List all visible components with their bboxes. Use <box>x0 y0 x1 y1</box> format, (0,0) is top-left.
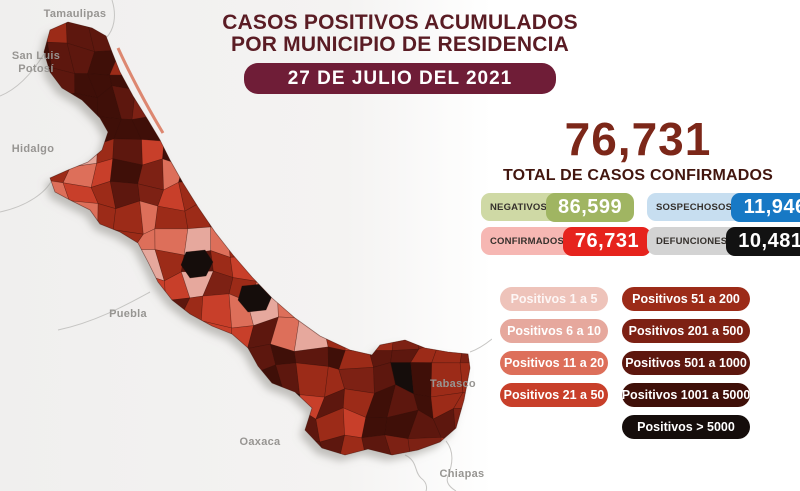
state-label-chiapas: Chiapas <box>440 468 485 480</box>
state-label-oaxaca: Oaxaca <box>240 436 282 448</box>
legend-item-1-5: Positivos 1 a 5 <box>500 287 608 311</box>
page-title: CASOS POSITIVOS ACUMULADOS POR MUNICIPIO… <box>220 11 580 57</box>
map-legend: Positivos 1 a 5 Positivos 6 a 10 Positiv… <box>500 287 750 439</box>
legend-column-right: Positivos 51 a 200 Positivos 201 a 500 P… <box>622 287 750 439</box>
badge-defunciones-label: DEFUNCIONES <box>656 235 728 247</box>
header: CASOS POSITIVOS ACUMULADOS POR MUNICIPIO… <box>220 11 580 95</box>
stat-badges: NEGATIVOS 86,599 SOSPECHOSOS 11,946 CONF… <box>481 192 800 256</box>
state-label-puebla: Puebla <box>109 308 147 320</box>
legend-item-11-20: Positivos 11 a 20 <box>500 351 608 375</box>
legend-item-21-50: Positivos 21 a 50 <box>500 383 608 407</box>
legend-column-left: Positivos 1 a 5 Positivos 6 a 10 Positiv… <box>500 287 608 407</box>
coastal-lagoon-strip <box>116 47 165 134</box>
badge-defunciones: DEFUNCIONES 10,481 <box>647 226 800 256</box>
legend-item-6-10: Positivos 6 a 10 <box>500 319 608 343</box>
badge-sospechosos-label: SOSPECHOSOS <box>656 201 733 213</box>
state-label-san-luis: San Luis <box>12 50 60 62</box>
legend-item-501-1000: Positivos 501 a 1000 <box>622 351 750 375</box>
title-line-2: POR MUNICIPIO DE RESIDENCIA <box>231 33 569 57</box>
total-cases-label: TOTAL DE CASOS CONFIRMADOS <box>502 167 774 184</box>
legend-item-gt-5000: Positivos > 5000 <box>622 415 750 439</box>
state-outline <box>43 21 471 456</box>
badge-confirmados: CONFIRMADOS 76,731 <box>481 226 651 256</box>
state-label-tabasco: Tabasco <box>430 378 476 390</box>
title-line-1: CASOS POSITIVOS ACUMULADOS <box>222 11 578 34</box>
legend-item-1001-5000: Positivos 1001 a 5000 <box>622 383 750 407</box>
summary: 76,731 TOTAL DE CASOS CONFIRMADOS <box>480 116 796 185</box>
legend-item-201-500: Positivos 201 a 500 <box>622 319 750 343</box>
badge-confirmados-label: CONFIRMADOS <box>490 235 564 247</box>
badge-sospechosos: SOSPECHOSOS 11,946 <box>647 192 800 222</box>
state-label-potosi: Potosí <box>18 63 54 75</box>
legend-item-51-200: Positivos 51 a 200 <box>622 287 750 311</box>
state-label-tamaulipas: Tamaulipas <box>44 8 107 20</box>
badge-sospechosos-value: 11,946 <box>731 192 800 222</box>
badge-negativos-value: 86,599 <box>546 192 635 222</box>
total-cases-number: 76,731 <box>564 113 712 165</box>
badge-negativos-label: NEGATIVOS <box>490 201 548 213</box>
state-label-hidalgo: Hidalgo <box>12 143 54 155</box>
date-banner: 27 DE JULIO DEL 2021 <box>244 63 556 95</box>
neighbor-borders <box>0 0 492 491</box>
badge-defunciones-value: 10,481 <box>726 226 800 256</box>
badge-confirmados-value: 76,731 <box>562 226 651 256</box>
badge-negativos: NEGATIVOS 86,599 <box>481 192 635 222</box>
